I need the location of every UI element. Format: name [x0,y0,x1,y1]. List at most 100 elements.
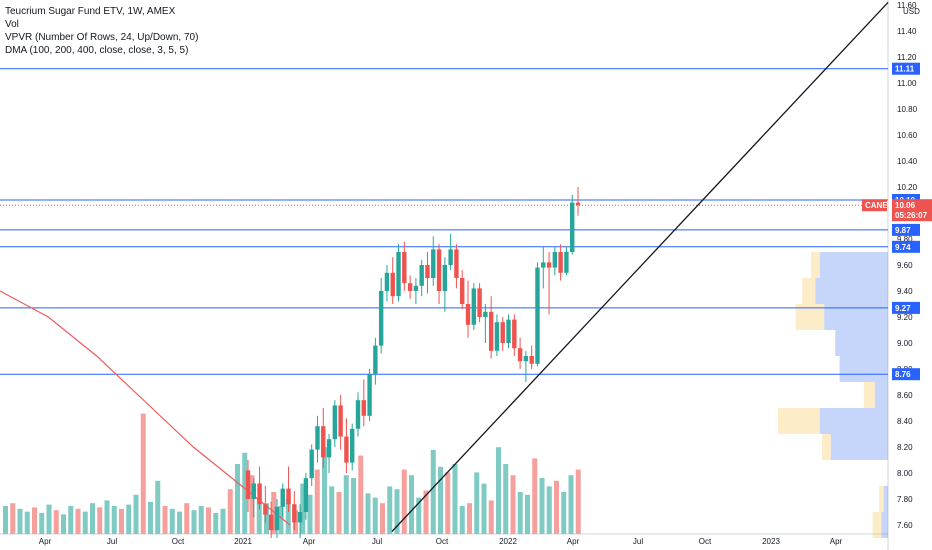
level-tag-label: 9.74 [895,243,911,252]
candle-body [488,311,494,351]
legend-volume[interactable]: Vol [5,19,19,30]
volume-bar [61,514,66,534]
ma-red-line [0,290,291,526]
candle-body [575,202,581,206]
volume-bar [496,447,501,534]
vpvr-up-bar [819,252,888,278]
level-tag [892,62,920,75]
legend-title[interactable]: Teucrium Sugar Fund ETV, 1W, AMEX [5,6,176,17]
volume-bar [32,507,37,534]
volume-bar [322,447,327,534]
candle-body [407,283,413,291]
price-tick-label: 11.00 [897,79,917,88]
volume-bar [10,503,16,534]
vpvr-up-bar [883,486,888,512]
vpvr-up-bar [835,330,888,356]
level-tag [892,223,920,236]
volume-bar [97,507,103,534]
price-tick-label: 9.80 [897,235,913,244]
price-tick-label: 9.20 [897,313,913,322]
vpvr-down-bar [872,512,882,538]
candle-body [332,405,338,440]
volume-bar [227,489,233,534]
candle-body [564,252,569,273]
candle-body [373,345,378,375]
price-tick-label: 10.60 [897,131,918,140]
volume-bar [532,458,538,534]
volume-bar [177,511,182,534]
price-tick-label: 9.40 [897,287,913,296]
candle-body [448,249,453,265]
candle-body [431,249,436,278]
volume-bar [191,510,197,534]
vpvr-up-bar [830,434,888,460]
candle-body [471,288,476,325]
candle-body [367,374,372,416]
candle-body [274,506,280,531]
candle-body [483,311,488,317]
volume-bar [3,506,8,534]
price-tick-label: 11.60 [897,1,917,10]
candle-body [251,483,256,499]
volume-bar [430,450,436,534]
time-tick-label: Oct [699,537,712,546]
time-tick-label: Apr [39,537,52,546]
volume-bar [438,466,443,534]
level-tag-label: 11.11 [895,65,915,74]
vpvr-up-bar [874,382,888,408]
volume-bar [271,492,277,534]
candle-body [465,304,471,325]
trendline [391,1,889,532]
volume-bar [343,475,349,534]
time-tick-label: Oct [172,537,185,546]
candle-body [268,514,274,531]
volume-bar [365,493,371,534]
candle-body [552,252,558,268]
candle-body [303,478,309,512]
volume-bar [184,503,190,534]
candle-body [309,449,314,479]
volume-bar [242,452,248,534]
volume-bar [394,489,400,534]
legend-dma[interactable]: DMA (100, 200, 400, close, close, 3, 5, … [5,45,189,56]
volume-bar [481,483,487,534]
price-tick-label: 11.40 [897,27,917,36]
volume-bar [474,472,480,534]
candle-body [245,470,251,499]
candle-body [506,319,511,343]
volume-bar [235,464,240,534]
candle-body [523,356,529,362]
volume-bar [140,413,146,534]
last-price-value: 10.06 [895,201,916,210]
vpvr-down-bar [778,408,820,434]
candle-body [326,439,332,458]
volume-bar [75,508,81,534]
volume-bar [525,494,530,534]
candle-body [529,356,534,364]
volume-bar [119,508,124,534]
candle-body [396,252,401,297]
last-price-tag [892,199,932,222]
vpvr-up-bar [819,408,888,434]
legend-vpvr[interactable]: VPVR (Number Of Rows, 24, Up/Down, 70) [5,32,199,43]
volume-bar [380,503,385,534]
time-tick-label: Jul [372,537,382,546]
vpvr-down-bar [802,278,816,304]
price-tags: 11.1110.109.879.749.278.76CANE10.0605:26… [862,62,932,381]
candle-body [494,322,500,351]
volume-bar [82,511,88,534]
candle-body [425,265,430,278]
volume-bar [133,494,139,534]
time-tick-label: 2022 [499,537,517,546]
volume-bar [575,469,581,534]
price-tick-label: 9.00 [897,339,913,348]
price-tick-label: 11.20 [897,53,917,62]
vpvr-down-bar [863,382,875,408]
candle-body [500,322,505,343]
time-tick-label: Apr [303,537,316,546]
volume-bar [220,508,226,534]
candle-body [535,267,540,364]
volume-bar [148,501,153,534]
